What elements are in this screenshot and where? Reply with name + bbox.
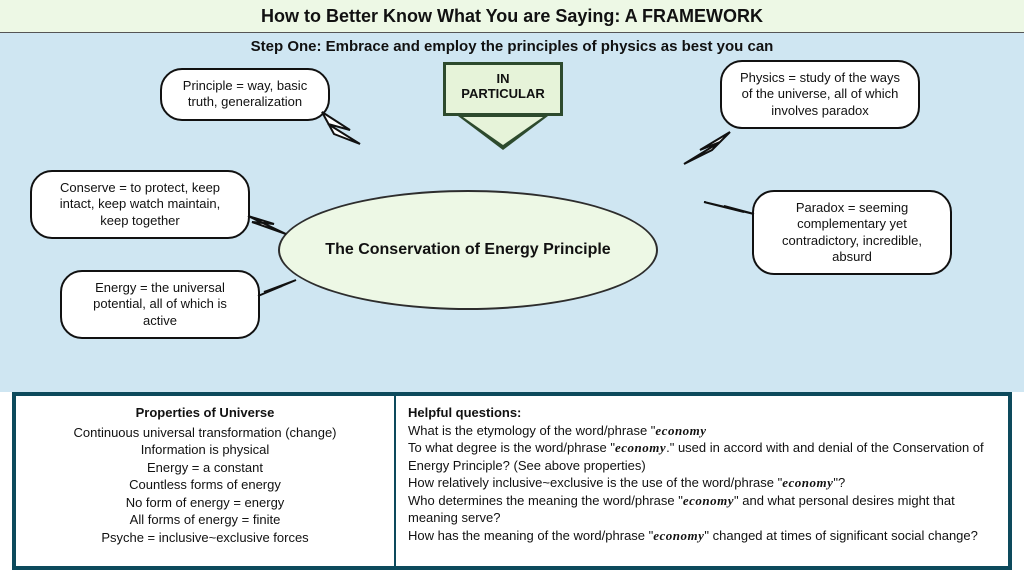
arrow-down: IN PARTICULAR xyxy=(443,62,563,150)
question-2: To what degree is the word/phrase "econo… xyxy=(408,439,996,474)
center-ellipse: The Conservation of Energy Principle xyxy=(278,190,658,310)
tail-paradox-icon xyxy=(700,200,758,230)
bubble-conserve: Conserve = to protect, keep intact, keep… xyxy=(30,170,250,239)
bubble-paradox-text: Paradox = seeming complementary yet cont… xyxy=(782,200,922,264)
question-5: How has the meaning of the word/phrase "… xyxy=(408,527,996,545)
tail-physics-icon xyxy=(680,130,736,170)
title-bar: How to Better Know What You are Saying: … xyxy=(0,0,1024,32)
questions-column: Helpful questions: What is the etymology… xyxy=(396,396,1008,566)
bubble-physics-text: Physics = study of the ways of the unive… xyxy=(740,70,900,118)
question-3: How relatively inclusive~exclusive is th… xyxy=(408,474,996,492)
prop-line: Energy = a constant xyxy=(26,459,384,477)
bubble-conserve-text: Conserve = to protect, keep intact, keep… xyxy=(60,180,220,228)
question-1: What is the etymology of the word/phrase… xyxy=(408,422,996,440)
question-4: Who determines the meaning the word/phra… xyxy=(408,492,996,527)
subtitle: Step One: Embrace and employ the princip… xyxy=(0,38,1024,55)
prop-line: Continuous universal transformation (cha… xyxy=(26,424,384,442)
properties-column: Properties of Universe Continuous univer… xyxy=(16,396,396,566)
tail-conserve-icon xyxy=(246,210,296,240)
arrow-line2: PARTICULAR xyxy=(446,86,560,101)
ellipse-label: The Conservation of Energy Principle xyxy=(325,241,610,259)
bubble-energy-text: Energy = the universal potential, all of… xyxy=(93,280,227,328)
questions-header: Helpful questions: xyxy=(408,404,996,422)
prop-line: No form of energy = energy xyxy=(26,494,384,512)
prop-line: All forms of energy = finite xyxy=(26,511,384,529)
bubble-principle-text: Principle = way, basic truth, generaliza… xyxy=(183,78,307,109)
prop-line: Information is physical xyxy=(26,441,384,459)
tail-energy-icon xyxy=(256,278,306,304)
arrow-head-icon xyxy=(458,116,548,150)
bubble-principle: Principle = way, basic truth, generaliza… xyxy=(160,68,330,121)
bubble-paradox: Paradox = seeming complementary yet cont… xyxy=(752,190,952,275)
bottom-panel: Properties of Universe Continuous univer… xyxy=(12,392,1012,570)
bubble-physics: Physics = study of the ways of the unive… xyxy=(720,60,920,129)
properties-header: Properties of Universe xyxy=(26,404,384,422)
arrow-line1: IN xyxy=(446,71,560,86)
prop-line: Countless forms of energy xyxy=(26,476,384,494)
arrow-label: IN PARTICULAR xyxy=(443,62,563,116)
prop-line: Psyche = inclusive~exclusive forces xyxy=(26,529,384,547)
framework-diagram: How to Better Know What You are Saying: … xyxy=(0,0,1024,576)
bubble-energy: Energy = the universal potential, all of… xyxy=(60,270,260,339)
tail-principle-icon xyxy=(320,110,380,150)
